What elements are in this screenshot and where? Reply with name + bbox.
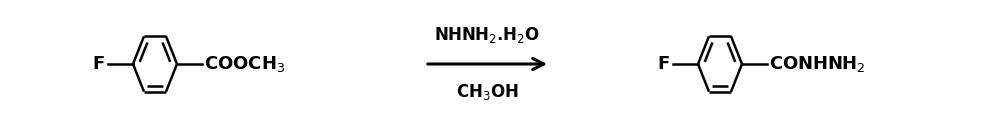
Text: CONHNH$_2$: CONHNH$_2$ [769, 54, 866, 74]
Text: COOCH$_3$: COOCH$_3$ [204, 54, 285, 74]
Text: NHNH$_2$.H$_2$O: NHNH$_2$.H$_2$O [434, 25, 541, 45]
Text: CH$_3$OH: CH$_3$OH [456, 82, 519, 102]
Text: F: F [93, 55, 105, 73]
Text: F: F [658, 55, 670, 73]
